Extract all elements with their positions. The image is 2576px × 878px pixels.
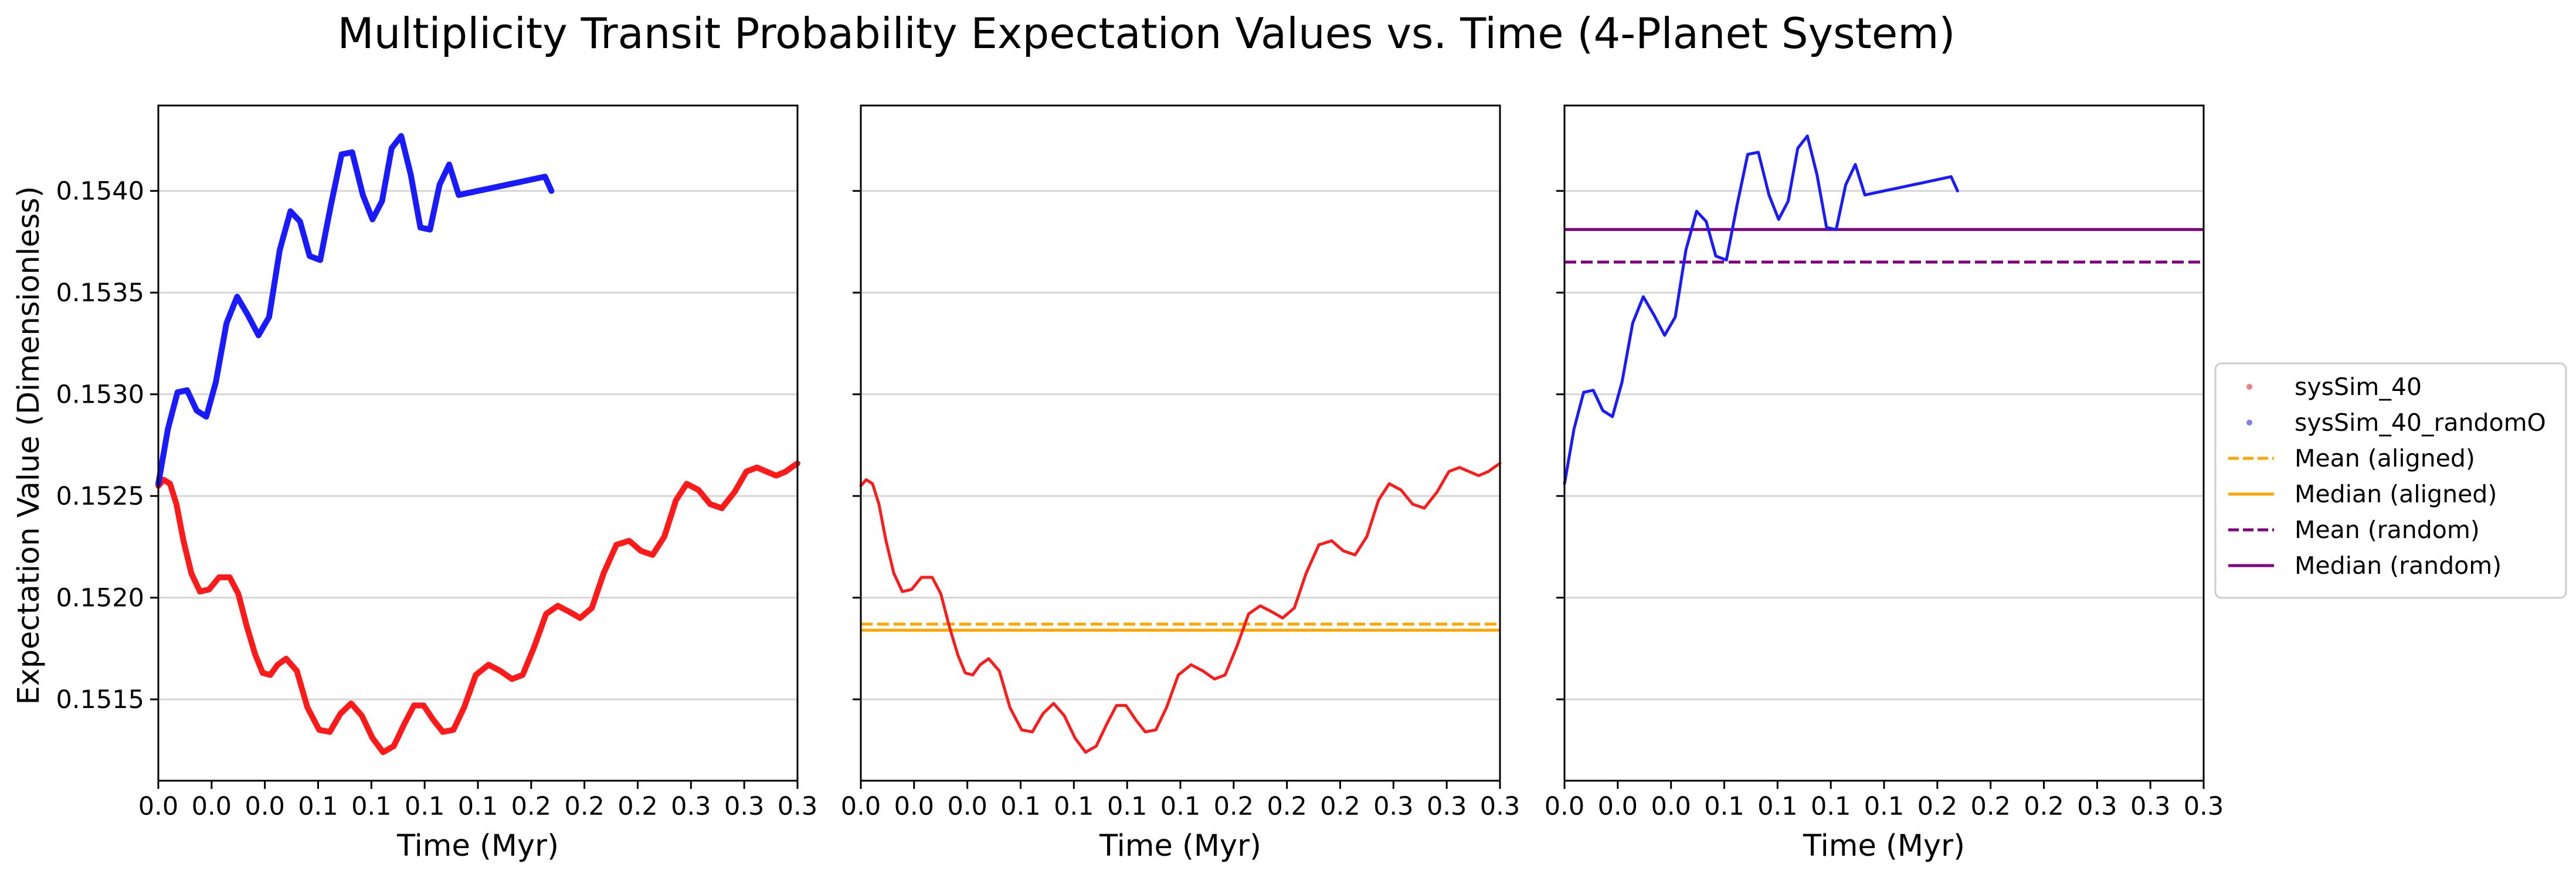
legend-marker: [2246, 384, 2252, 390]
series-line-red: [859, 462, 1502, 754]
x-tick-label: 0.0: [1651, 792, 1691, 821]
x-axis-label: Time (Myr): [1099, 829, 1261, 863]
y-axis-label: Expectation Value (Dimensionless): [12, 186, 46, 705]
series-line-blue: [155, 133, 555, 487]
x-tick-label: 0.3: [2077, 792, 2117, 821]
x-tick-label: 0.1: [1160, 792, 1200, 821]
axes-frame: [860, 104, 1501, 782]
x-tick-label: 0.2: [1917, 792, 1957, 821]
legend-label: Median (random): [2295, 552, 2502, 580]
x-tick-label: 0.0: [245, 792, 284, 821]
legend-label: sysSim_40: [2295, 373, 2422, 401]
x-tick-label: 0.1: [1757, 792, 1797, 821]
y-tick-label: 0.1520: [56, 584, 144, 613]
x-tick-label: 0.1: [1107, 792, 1147, 821]
x-tick-label: 0.2: [1267, 792, 1306, 821]
x-tick-label: 0.3: [1373, 792, 1413, 821]
x-tick-label: 0.2: [511, 792, 551, 821]
y-tick-label: 0.1530: [56, 380, 144, 410]
y-tick-label: 0.1540: [56, 177, 144, 206]
x-tick-label: 0.0: [947, 792, 987, 821]
x-axis-label: Time (Myr): [396, 829, 559, 863]
x-tick-label: 0.0: [1545, 792, 1584, 821]
x-tick-label: 0.0: [841, 792, 881, 821]
legend-label: sysSim_40_randomO: [2295, 409, 2546, 437]
x-tick-label: 0.2: [564, 792, 604, 821]
x-tick-label: 0.3: [671, 792, 711, 821]
x-tick-label: 0.1: [1000, 792, 1040, 821]
x-tick-label: 0.2: [1970, 792, 2010, 821]
x-tick-label: 0.3: [2130, 792, 2170, 821]
x-tick-label: 0.3: [1480, 792, 1520, 821]
x-tick-label: 0.3: [724, 792, 764, 821]
chart-title: Multiplicity Transit Probability Expecta…: [338, 9, 1956, 58]
x-tick-label: 0.1: [351, 792, 391, 821]
x-tick-label: 0.2: [2024, 792, 2063, 821]
series-line-red: [155, 460, 800, 756]
x-tick-label: 0.0: [1598, 792, 1638, 821]
x-tick-label: 0.0: [138, 792, 178, 821]
x-tick-label: 0.3: [1427, 792, 1467, 821]
legend-label: Mean (aligned): [2295, 444, 2475, 472]
x-tick-label: 0.0: [894, 792, 934, 821]
y-tick-label: 0.1515: [56, 685, 144, 714]
subplot-middle: 0.0 0.0 0.0 0.1 0.1 0.1 0.1 0.2 0.2 0.2 0.3 0.3 0.3 T…: [841, 104, 1520, 863]
x-axis-label: Time (Myr): [1803, 829, 1965, 863]
legend-label: Median (aligned): [2295, 480, 2497, 508]
x-tick-label: 0.1: [458, 792, 498, 821]
subplot-left: 0.1515 0.1520 0.1525 0.1530 0.1535 0.1540 0.0 0…: [56, 104, 817, 863]
x-tick-label: 0.1: [1811, 792, 1851, 821]
legend-box: [2214, 362, 2567, 599]
x-tick-label: 0.2: [1320, 792, 1360, 821]
legend-label: Mean (random): [2295, 516, 2480, 544]
x-tick-label: 0.1: [1054, 792, 1094, 821]
series-line-blue: [1563, 134, 1959, 485]
y-tick-label: 0.1525: [56, 482, 144, 511]
x-tick-label: 0.3: [778, 792, 817, 821]
x-tick-label: 0.2: [1214, 792, 1254, 821]
x-tick-label: 0.1: [1864, 792, 1904, 821]
axes-frame: [157, 104, 799, 782]
x-tick-label: 0.1: [298, 792, 338, 821]
x-tick-label: 0.1: [405, 792, 444, 821]
x-tick-label: 0.1: [1704, 792, 1744, 821]
axes-frame: [1563, 104, 2205, 782]
x-tick-label: 0.0: [192, 792, 232, 821]
x-tick-label: 0.3: [2184, 792, 2224, 821]
y-tick-label: 0.1535: [56, 278, 144, 308]
legend-marker: [2246, 420, 2252, 426]
subplot-right: 0.0 0.0 0.0 0.1 0.1 0.1 0.1 0.2 0.2 0.2 0.3 0.3 0.3 T…: [1545, 104, 2224, 863]
x-tick-label: 0.2: [617, 792, 657, 821]
legend: sysSim_40 sysSim_40_randomO Mean (aligned)…: [2214, 362, 2567, 599]
